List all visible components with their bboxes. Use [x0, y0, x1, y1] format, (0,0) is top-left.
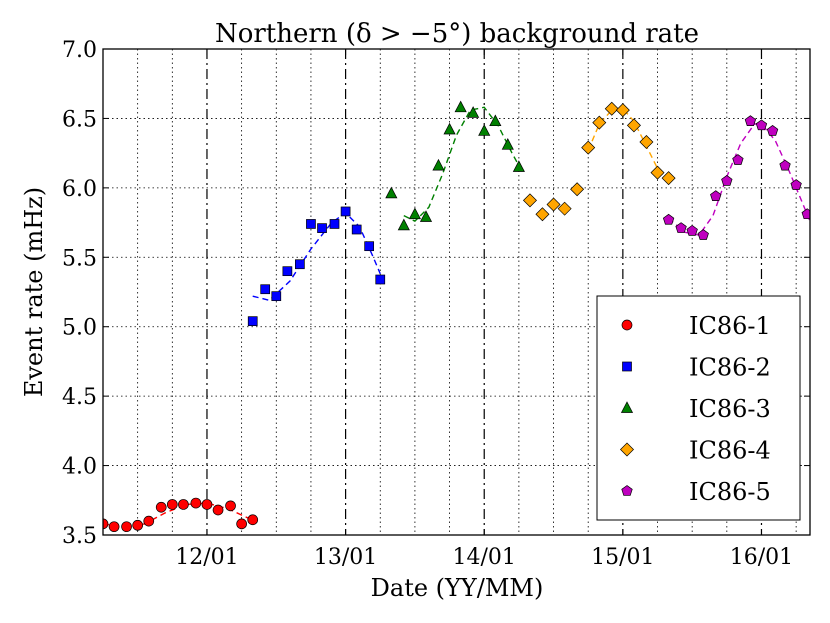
fit-line-ic86-1: [103, 502, 256, 528]
data-point-ic86-4: [557, 201, 572, 216]
y-tick-label: 5.0: [62, 316, 97, 341]
data-point-ic86-1: [155, 501, 167, 513]
data-point-ic86-3: [512, 160, 525, 172]
legend-label: IC86-3: [689, 395, 771, 423]
data-point-ic86-4: [650, 165, 665, 180]
data-point-ic86-2: [282, 266, 293, 277]
legend-marker-ic86-2: [622, 361, 632, 372]
data-point-ic86-4: [581, 140, 596, 155]
data-point-ic86-5: [779, 159, 791, 171]
y-tick-label: 6.0: [62, 177, 97, 202]
data-point-ic86-1: [201, 499, 213, 510]
data-point-ic86-1: [190, 497, 202, 509]
data-point-ic86-1: [178, 499, 189, 510]
data-point-ic86-1: [103, 518, 109, 530]
data-point-ic86-4: [592, 115, 607, 130]
data-point-ic86-2: [260, 284, 271, 295]
data-point-ic86-2: [375, 274, 386, 285]
legend-marker-ic86-5: [621, 485, 633, 496]
data-point-ic86-2: [317, 223, 327, 233]
legend: IC86-1 IC86-2 IC86-3 IC86-4 IC86-5: [596, 295, 801, 521]
data-points: [103, 100, 810, 533]
data-point-ic86-1: [236, 518, 247, 530]
data-point-ic86-1: [225, 500, 236, 512]
x-tick-label: 15/01: [591, 545, 654, 570]
data-point-ic86-2: [306, 219, 316, 229]
data-point-ic86-1: [143, 515, 155, 527]
legend-marker-ic86-3: [620, 401, 634, 413]
data-point-ic86-5: [686, 224, 698, 236]
data-point-ic86-4: [535, 207, 550, 222]
fit-line-ic86-5: [668, 123, 810, 236]
data-point-ic86-3: [454, 100, 467, 113]
data-point-ic86-3: [443, 122, 456, 135]
legend-marker-ic86-1: [621, 319, 633, 331]
data-point-ic86-5: [766, 124, 779, 136]
data-point-ic86-1: [108, 521, 120, 533]
data-point-ic86-4: [604, 101, 619, 116]
legend-label: IC86-2: [689, 354, 771, 382]
data-point-ic86-3: [432, 158, 445, 171]
data-point-ic86-5: [732, 154, 744, 165]
data-point-ic86-2: [364, 241, 375, 252]
data-point-ic86-1: [247, 514, 259, 526]
chart-title: Northern (δ > −5°) background rate: [215, 19, 699, 49]
data-point-ic86-3: [467, 106, 480, 118]
legend-label: IC86-1: [689, 312, 771, 340]
data-point-ic86-2: [295, 259, 305, 270]
data-point-ic86-3: [501, 138, 514, 150]
data-point-ic86-4: [639, 135, 654, 150]
x-tick-label: 14/01: [453, 545, 516, 570]
y-tick-label: 6.5: [62, 107, 97, 132]
data-point-ic86-3: [385, 186, 398, 199]
plot-frame: [102, 48, 811, 536]
legend-marker-ic86-4: [620, 442, 634, 457]
y-tick-label: 7.0: [62, 38, 97, 63]
data-point-ic86-4: [661, 171, 676, 186]
data-point-ic86-2: [247, 316, 258, 327]
data-point-ic86-3: [408, 207, 421, 220]
y-tick-label: 4.0: [62, 455, 97, 480]
y-tick-label: 3.5: [62, 524, 97, 549]
data-point-ic86-3: [478, 124, 491, 136]
data-point-ic86-4: [626, 118, 641, 133]
fit-line-ic86-3: [403, 106, 520, 223]
x-tick-label: 13/01: [314, 545, 377, 570]
data-point-ic86-5: [755, 119, 768, 131]
data-point-ic86-5: [744, 115, 757, 127]
data-point-ic86-3: [489, 114, 502, 127]
data-point-ic86-3: [419, 210, 433, 222]
data-point-ic86-5: [790, 179, 802, 190]
data-point-ic86-2: [271, 291, 282, 302]
data-point-ic86-2: [351, 224, 362, 235]
data-point-ic86-5: [675, 222, 687, 233]
data-point-ic86-5: [801, 208, 810, 220]
data-point-ic86-5: [721, 174, 733, 186]
data-point-ic86-4: [570, 182, 585, 197]
y-tick-label: 5.5: [62, 246, 97, 271]
data-point-ic86-4: [615, 103, 630, 118]
y-tick-label: 4.5: [62, 385, 97, 410]
data-point-ic86-2: [329, 219, 340, 229]
x-tick-label: 12/01: [175, 545, 238, 570]
data-point-ic86-4: [546, 197, 561, 212]
data-point-ic86-5: [710, 190, 722, 201]
x-axis-label: Date (YY/MM): [371, 574, 544, 602]
data-point-ic86-1: [121, 521, 132, 533]
x-tick-label: 16/01: [730, 545, 793, 570]
legend-box: [596, 295, 801, 521]
legend-label: IC86-4: [689, 437, 771, 465]
y-axis-label: Event rate (mHz): [20, 187, 48, 397]
data-point-ic86-1: [132, 519, 144, 531]
data-point-ic86-2: [340, 206, 351, 217]
data-point-ic86-3: [397, 218, 410, 231]
ticks: 3.5 4.0 4.5 5.0 5.5 6.0 6.5 7.0 12/01 13/01 14/01 1…: [62, 38, 810, 570]
data-point-ic86-1: [212, 504, 224, 516]
legend-label: IC86-5: [689, 478, 771, 506]
data-point-ic86-4: [522, 193, 537, 208]
data-point-ic86-5: [662, 213, 675, 225]
data-point-ic86-5: [697, 229, 709, 240]
data-point-ic86-1: [166, 499, 178, 510]
